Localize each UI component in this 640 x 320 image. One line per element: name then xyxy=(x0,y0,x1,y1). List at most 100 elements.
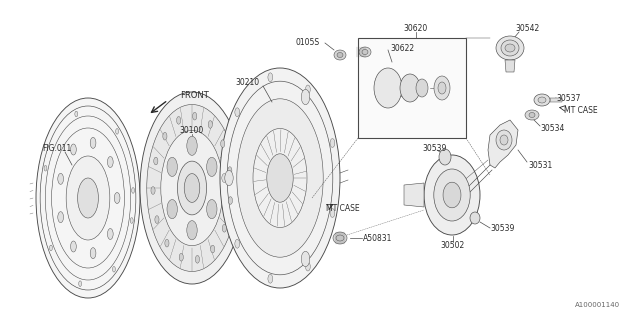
Ellipse shape xyxy=(90,137,96,148)
Ellipse shape xyxy=(334,50,346,60)
Text: MT CASE: MT CASE xyxy=(326,204,360,212)
Ellipse shape xyxy=(70,144,76,155)
Text: 30539: 30539 xyxy=(422,143,446,153)
Ellipse shape xyxy=(333,232,347,244)
Ellipse shape xyxy=(52,128,124,268)
Ellipse shape xyxy=(336,235,344,241)
Polygon shape xyxy=(550,98,562,102)
Ellipse shape xyxy=(362,50,368,54)
Ellipse shape xyxy=(222,224,227,232)
Ellipse shape xyxy=(116,129,118,134)
Text: 30210: 30210 xyxy=(235,77,259,86)
Ellipse shape xyxy=(187,136,197,156)
Text: 30542: 30542 xyxy=(516,23,540,33)
Ellipse shape xyxy=(301,251,310,267)
Text: 30502: 30502 xyxy=(441,241,465,250)
Text: 30531: 30531 xyxy=(528,161,552,170)
Ellipse shape xyxy=(70,241,76,252)
Ellipse shape xyxy=(184,173,200,203)
Polygon shape xyxy=(505,60,515,72)
Ellipse shape xyxy=(90,248,96,259)
Text: 30620: 30620 xyxy=(404,23,428,33)
Ellipse shape xyxy=(525,110,539,120)
Ellipse shape xyxy=(36,98,140,298)
Ellipse shape xyxy=(501,40,519,56)
Text: FIG.011: FIG.011 xyxy=(42,143,72,153)
Ellipse shape xyxy=(193,112,197,120)
Ellipse shape xyxy=(337,52,343,58)
Ellipse shape xyxy=(58,212,63,223)
Ellipse shape xyxy=(58,173,63,184)
Ellipse shape xyxy=(235,239,239,248)
Ellipse shape xyxy=(167,200,177,219)
Ellipse shape xyxy=(147,105,237,271)
Ellipse shape xyxy=(267,154,293,202)
Ellipse shape xyxy=(500,135,508,145)
Text: 30537: 30537 xyxy=(556,93,580,102)
Polygon shape xyxy=(375,80,410,96)
Ellipse shape xyxy=(44,165,47,171)
Ellipse shape xyxy=(108,228,113,239)
Ellipse shape xyxy=(434,169,470,221)
Ellipse shape xyxy=(222,173,227,182)
Ellipse shape xyxy=(195,255,200,263)
Ellipse shape xyxy=(220,68,340,288)
Ellipse shape xyxy=(505,44,515,52)
Ellipse shape xyxy=(207,157,217,177)
Ellipse shape xyxy=(416,79,428,97)
Text: 30539: 30539 xyxy=(490,223,515,233)
Text: A50831: A50831 xyxy=(363,234,392,243)
Ellipse shape xyxy=(400,74,420,102)
Ellipse shape xyxy=(305,85,310,94)
Ellipse shape xyxy=(443,182,461,208)
Ellipse shape xyxy=(496,36,524,60)
Ellipse shape xyxy=(161,131,223,246)
Ellipse shape xyxy=(496,130,512,150)
Ellipse shape xyxy=(227,81,333,275)
Ellipse shape xyxy=(165,239,169,247)
Text: 30534: 30534 xyxy=(540,124,564,132)
Ellipse shape xyxy=(45,116,131,280)
Ellipse shape xyxy=(177,116,180,124)
Ellipse shape xyxy=(163,132,167,140)
Ellipse shape xyxy=(225,170,233,186)
Ellipse shape xyxy=(151,187,155,194)
Ellipse shape xyxy=(207,200,217,219)
Ellipse shape xyxy=(113,267,115,272)
Ellipse shape xyxy=(208,121,212,128)
Text: 30622: 30622 xyxy=(390,44,414,52)
Ellipse shape xyxy=(221,140,225,148)
Ellipse shape xyxy=(235,108,239,117)
Ellipse shape xyxy=(434,76,450,100)
Ellipse shape xyxy=(79,281,82,286)
Ellipse shape xyxy=(108,156,113,167)
Ellipse shape xyxy=(167,157,177,177)
Ellipse shape xyxy=(470,212,480,224)
Ellipse shape xyxy=(374,68,402,108)
Bar xyxy=(358,38,466,138)
Ellipse shape xyxy=(228,197,232,204)
Ellipse shape xyxy=(177,161,207,215)
Polygon shape xyxy=(488,120,518,168)
Text: 0105S: 0105S xyxy=(296,37,320,46)
Ellipse shape xyxy=(115,193,120,204)
Ellipse shape xyxy=(140,92,244,284)
Ellipse shape xyxy=(77,178,99,218)
Ellipse shape xyxy=(330,209,335,217)
Text: MT CASE: MT CASE xyxy=(564,106,598,115)
Ellipse shape xyxy=(529,113,535,117)
Ellipse shape xyxy=(268,73,273,82)
Ellipse shape xyxy=(131,218,133,223)
Ellipse shape xyxy=(154,157,158,165)
Text: FRONT: FRONT xyxy=(180,91,209,100)
Ellipse shape xyxy=(538,97,546,103)
Ellipse shape xyxy=(301,89,310,105)
Text: 30100: 30100 xyxy=(180,125,204,134)
Ellipse shape xyxy=(424,155,480,235)
Ellipse shape xyxy=(253,129,307,228)
Ellipse shape xyxy=(268,274,273,283)
Ellipse shape xyxy=(305,262,310,271)
Ellipse shape xyxy=(438,82,446,94)
Ellipse shape xyxy=(66,156,110,240)
Ellipse shape xyxy=(179,253,183,261)
